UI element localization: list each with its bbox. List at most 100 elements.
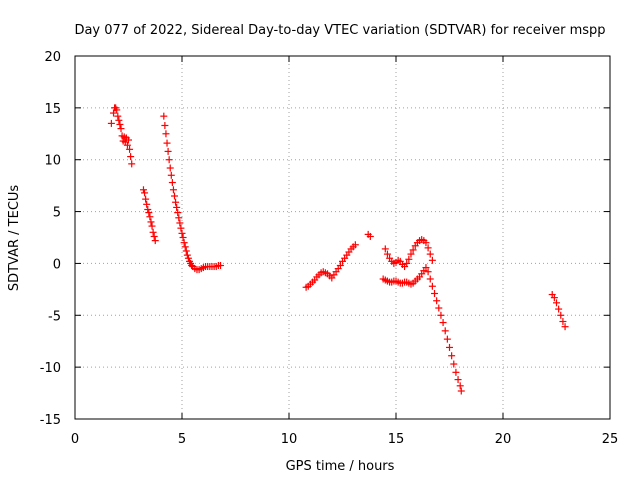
x-axis-label: GPS time / hours <box>286 459 395 474</box>
data-point <box>142 195 150 203</box>
data-point <box>143 200 151 208</box>
data-point <box>454 376 462 384</box>
data-point <box>169 186 177 194</box>
data-point <box>123 141 131 149</box>
y-tick-label: -10 <box>40 361 61 376</box>
data-point <box>176 219 184 227</box>
data-point <box>168 179 176 187</box>
data-point <box>557 311 565 319</box>
data-point <box>145 209 153 217</box>
data-point <box>148 222 156 230</box>
data-point <box>160 112 168 120</box>
data-point <box>553 299 560 307</box>
data-point <box>115 116 123 124</box>
data-point <box>125 136 132 144</box>
y-tick-label: 20 <box>44 50 61 65</box>
data-point <box>128 160 136 168</box>
data-point <box>422 239 430 247</box>
data-point <box>174 209 182 217</box>
data-point <box>173 203 181 211</box>
chart-title: Day 077 of 2022, Sidereal Day-to-day VTE… <box>74 23 605 38</box>
data-point <box>172 198 180 206</box>
data-point <box>114 112 122 120</box>
data-point <box>424 268 432 276</box>
data-point <box>171 192 179 200</box>
data-point <box>403 259 411 267</box>
data-point <box>181 243 189 251</box>
data-point <box>351 241 359 249</box>
y-tick-label: -15 <box>40 413 61 428</box>
data-point <box>405 255 413 263</box>
data-point <box>452 368 460 376</box>
data-point <box>217 262 225 270</box>
data-point <box>336 262 344 270</box>
data-point <box>127 153 135 161</box>
data-point <box>163 139 171 147</box>
data-point <box>426 250 434 258</box>
data-point <box>555 305 563 313</box>
data-point <box>428 282 436 290</box>
x-tick-label: 5 <box>178 432 186 447</box>
data-point <box>150 232 158 240</box>
data-point <box>117 125 125 133</box>
data-point <box>437 311 445 319</box>
y-axis-label: SDTVAR / TECUs <box>7 185 22 292</box>
data-point <box>161 121 169 129</box>
data-point <box>456 382 464 390</box>
x-tick-label: 10 <box>281 432 298 447</box>
axis-ticks: 0 5 10 15 20 25 -15 -10 -5 0 5 10 15 20 <box>40 50 619 447</box>
data-point <box>177 224 185 232</box>
data-point <box>383 250 391 258</box>
data-point <box>166 164 174 172</box>
data-point <box>407 250 415 258</box>
data-point <box>433 297 441 305</box>
y-tick-label: 10 <box>44 154 61 169</box>
data-point <box>428 256 436 264</box>
y-tick-label: 5 <box>53 206 61 221</box>
data-point <box>144 205 152 213</box>
data-point <box>167 171 175 179</box>
data-point <box>149 228 157 236</box>
data-point <box>457 387 465 395</box>
y-tick-label: 0 <box>53 257 61 272</box>
data-point <box>164 147 172 155</box>
data-points <box>107 104 569 395</box>
data-point <box>559 318 567 326</box>
data-point <box>448 352 456 360</box>
data-point <box>175 214 183 222</box>
data-point <box>139 186 147 194</box>
x-tick-label: 20 <box>495 432 512 447</box>
data-point <box>441 327 449 335</box>
data-point <box>443 335 451 343</box>
data-point <box>435 304 443 312</box>
data-point <box>113 106 121 114</box>
data-point <box>162 130 170 138</box>
data-point <box>550 294 558 302</box>
data-point <box>188 262 196 270</box>
x-tick-label: 15 <box>388 432 405 447</box>
data-point <box>424 244 432 252</box>
data-point <box>116 120 124 128</box>
data-point <box>183 251 191 259</box>
data-point <box>426 275 434 283</box>
data-point <box>446 343 453 351</box>
data-point <box>141 189 149 197</box>
data-point <box>165 156 173 164</box>
x-tick-label: 25 <box>602 432 619 447</box>
data-point <box>110 109 118 117</box>
data-point <box>146 213 154 221</box>
data-point <box>126 145 134 153</box>
plot-frame <box>74 55 611 420</box>
data-point <box>422 264 430 272</box>
data-point <box>180 239 188 247</box>
data-point <box>151 237 159 245</box>
data-point <box>409 246 417 254</box>
data-point <box>179 234 187 241</box>
y-tick-label: -5 <box>48 309 61 324</box>
data-point <box>439 319 447 327</box>
y-tick-label: 15 <box>44 102 61 117</box>
data-point <box>561 323 569 331</box>
data-point <box>184 254 192 262</box>
data-point <box>366 232 374 240</box>
